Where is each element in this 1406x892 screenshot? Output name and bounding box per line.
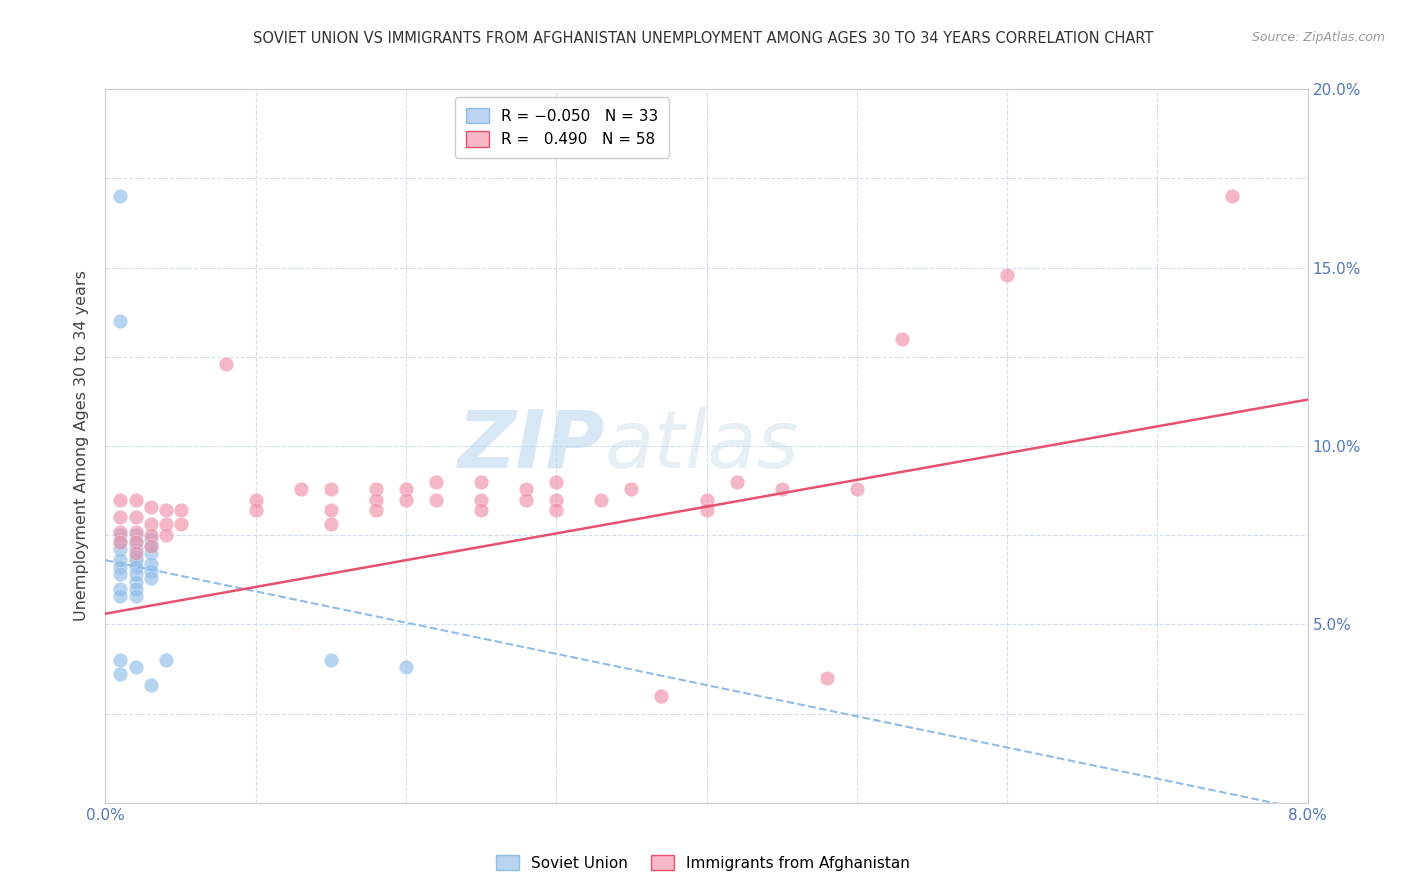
Point	[470, 475, 492, 489]
Text: ZIP: ZIP	[457, 407, 605, 485]
Legend: Soviet Union, Immigrants from Afghanistan: Soviet Union, Immigrants from Afghanista…	[486, 846, 920, 880]
Point	[770, 482, 793, 496]
Point	[124, 589, 146, 603]
Point	[815, 671, 838, 685]
Point	[124, 553, 146, 567]
Point	[650, 689, 672, 703]
Point	[124, 542, 146, 557]
Point	[124, 560, 146, 574]
Point	[845, 482, 868, 496]
Point	[319, 653, 342, 667]
Point	[470, 492, 492, 507]
Point	[395, 492, 418, 507]
Point	[364, 503, 387, 517]
Legend: R = −0.050   N = 33, R =   0.490   N = 58: R = −0.050 N = 33, R = 0.490 N = 58	[456, 97, 669, 158]
Point	[139, 678, 162, 692]
Point	[155, 503, 177, 517]
Point	[139, 539, 162, 553]
Point	[110, 528, 132, 542]
Point	[139, 571, 162, 585]
Point	[546, 503, 568, 517]
Point	[124, 574, 146, 589]
Point	[214, 357, 236, 371]
Point	[110, 510, 132, 524]
Text: atlas: atlas	[605, 407, 799, 485]
Point	[395, 660, 418, 674]
Point	[110, 524, 132, 539]
Point	[139, 500, 162, 514]
Point	[245, 492, 267, 507]
Point	[110, 567, 132, 582]
Point	[110, 314, 132, 328]
Point	[1222, 189, 1244, 203]
Point	[124, 549, 146, 564]
Point	[169, 503, 191, 517]
Point	[110, 560, 132, 574]
Point	[425, 475, 447, 489]
Point	[515, 492, 537, 507]
Point	[124, 582, 146, 596]
Point	[245, 503, 267, 517]
Point	[124, 492, 146, 507]
Point	[124, 535, 146, 549]
Point	[319, 517, 342, 532]
Point	[470, 503, 492, 517]
Point	[139, 528, 162, 542]
Point	[110, 589, 132, 603]
Point	[124, 528, 146, 542]
Point	[364, 482, 387, 496]
Point	[995, 268, 1018, 282]
Point	[169, 517, 191, 532]
Point	[110, 542, 132, 557]
Point	[395, 482, 418, 496]
Point	[110, 492, 132, 507]
Point	[364, 492, 387, 507]
Point	[139, 564, 162, 578]
Point	[139, 517, 162, 532]
Point	[110, 553, 132, 567]
Point	[124, 510, 146, 524]
Point	[139, 546, 162, 560]
Point	[110, 535, 132, 549]
Point	[124, 660, 146, 674]
Point	[110, 582, 132, 596]
Point	[155, 528, 177, 542]
Point	[124, 546, 146, 560]
Point	[139, 539, 162, 553]
Point	[155, 653, 177, 667]
Text: SOVIET UNION VS IMMIGRANTS FROM AFGHANISTAN UNEMPLOYMENT AMONG AGES 30 TO 34 YEA: SOVIET UNION VS IMMIGRANTS FROM AFGHANIS…	[253, 31, 1153, 46]
Point	[124, 567, 146, 582]
Point	[620, 482, 643, 496]
Point	[546, 475, 568, 489]
Point	[515, 482, 537, 496]
Point	[155, 517, 177, 532]
Point	[696, 492, 718, 507]
Point	[110, 535, 132, 549]
Point	[110, 653, 132, 667]
Point	[890, 332, 912, 346]
Point	[319, 482, 342, 496]
Point	[725, 475, 748, 489]
Point	[425, 492, 447, 507]
Point	[124, 524, 146, 539]
Point	[124, 535, 146, 549]
Point	[290, 482, 312, 496]
Text: Source: ZipAtlas.com: Source: ZipAtlas.com	[1251, 31, 1385, 45]
Point	[546, 492, 568, 507]
Point	[110, 189, 132, 203]
Point	[110, 667, 132, 681]
Point	[591, 492, 613, 507]
Point	[696, 503, 718, 517]
Point	[139, 532, 162, 546]
Point	[319, 503, 342, 517]
Y-axis label: Unemployment Among Ages 30 to 34 years: Unemployment Among Ages 30 to 34 years	[75, 270, 90, 622]
Point	[139, 557, 162, 571]
